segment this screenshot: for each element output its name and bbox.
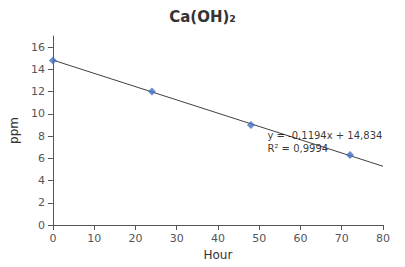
svg-text:10: 10 — [31, 107, 45, 120]
svg-text:20: 20 — [128, 232, 142, 245]
svg-text:10: 10 — [87, 232, 101, 245]
svg-text:12: 12 — [31, 85, 45, 98]
svg-text:4: 4 — [38, 174, 45, 187]
svg-text:16: 16 — [31, 41, 45, 54]
svg-text:Ca(OH)₂: Ca(OH)₂ — [169, 8, 236, 26]
svg-text:50: 50 — [252, 232, 266, 245]
svg-text:0: 0 — [38, 219, 45, 232]
svg-text:40: 40 — [211, 232, 225, 245]
svg-text:80: 80 — [376, 232, 390, 245]
svg-text:0: 0 — [49, 232, 56, 245]
svg-text:8: 8 — [38, 130, 45, 143]
svg-text:6: 6 — [38, 152, 45, 165]
svg-text:14: 14 — [31, 63, 45, 76]
svg-text:Hour: Hour — [203, 248, 232, 262]
svg-text:2: 2 — [38, 196, 45, 209]
svg-text:30: 30 — [170, 232, 184, 245]
svg-text:y = -0,1194x + 14,834: y = -0,1194x + 14,834 — [267, 130, 382, 141]
svg-text:70: 70 — [335, 232, 349, 245]
svg-text:60: 60 — [293, 232, 307, 245]
svg-text:R² = 0,9994: R² = 0,9994 — [267, 143, 328, 154]
svg-text:ppm: ppm — [7, 117, 21, 144]
